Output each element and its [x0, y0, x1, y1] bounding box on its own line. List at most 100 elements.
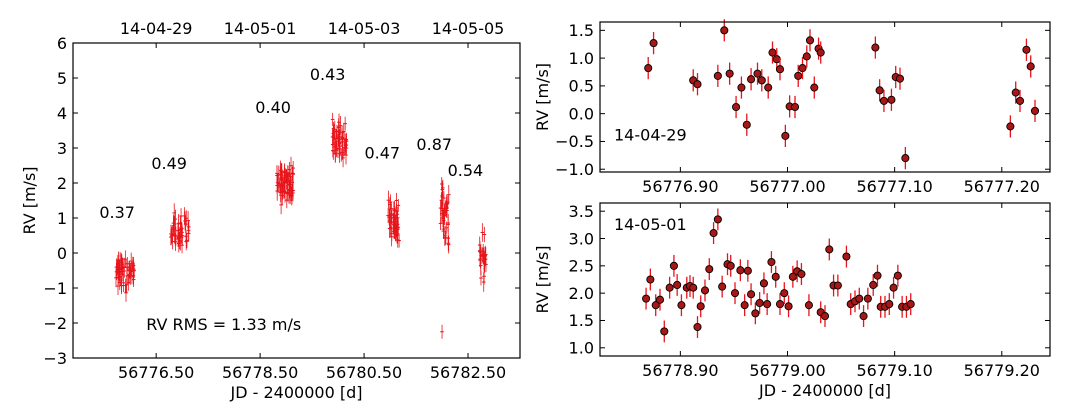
- data-point: [725, 69, 734, 78]
- y-tick-label: 3.0: [569, 229, 594, 248]
- data-point: [767, 257, 776, 267]
- bottom-right-rv-panel: 56778.90 56779.00 56779.10 56779.20 1.0 1.5 2.…: [533, 202, 1051, 400]
- night-rms-label: 0.37: [99, 203, 135, 222]
- data-point: [810, 83, 819, 92]
- top-right-rv-panel: 56776.90 56777.00 56777.10 56777.20 −1.0 −0.5…: [533, 19, 1051, 196]
- data-point: [753, 69, 762, 78]
- data-point: [689, 283, 698, 292]
- data-point: [764, 83, 773, 92]
- data-point: [713, 215, 722, 224]
- data-point: [755, 298, 764, 308]
- data-point: [1015, 96, 1025, 105]
- data-point: [863, 294, 872, 303]
- data-point: [794, 71, 803, 80]
- data-point: [759, 279, 768, 288]
- data-point: [788, 272, 797, 281]
- y-tick-label: 1.5: [569, 21, 594, 40]
- y-tick-label: 1.0: [569, 49, 594, 68]
- data-point: [871, 43, 880, 52]
- data-point: [743, 266, 752, 275]
- data-point: [1006, 122, 1015, 131]
- x-axis-label: JD - 2400000 [d]: [758, 381, 891, 400]
- night-rms-label: 0.40: [255, 98, 291, 117]
- top-date-label: 14-05-01: [224, 19, 297, 38]
- data-point: [895, 74, 905, 83]
- y-tick-label: 2.0: [569, 284, 594, 303]
- top-date-label: 14-05-03: [328, 19, 401, 38]
- data-point: [677, 301, 686, 310]
- x-tick-label: 56782.50: [430, 363, 506, 382]
- data-point: [798, 64, 807, 73]
- data-point: [1011, 88, 1020, 97]
- data-point: [726, 261, 735, 270]
- y-tick-label: −2: [43, 314, 67, 333]
- data-point: [730, 289, 740, 298]
- data-point: [642, 294, 651, 303]
- y-tick-label: 1.0: [569, 339, 594, 358]
- data-point: [693, 80, 702, 89]
- data-point: [820, 312, 830, 321]
- x-axis-label: JD - 2400000 [d]: [230, 383, 363, 402]
- data-point: [771, 272, 780, 281]
- y-tick-label: 0: [57, 244, 67, 263]
- data-point: [869, 280, 878, 290]
- data-point: [660, 327, 669, 336]
- data-point: [855, 294, 864, 303]
- y-tick-label: 3.5: [569, 202, 594, 221]
- x-tick-label: 56780.50: [326, 363, 402, 382]
- data-point: [885, 300, 894, 309]
- y-tick-label: −0.5: [555, 132, 594, 151]
- data-point: [889, 283, 898, 292]
- data-point: [705, 265, 714, 274]
- data-point: [775, 65, 785, 74]
- y-tick-label: 2.5: [569, 257, 594, 276]
- y-tick-label: 1.5: [569, 311, 594, 330]
- data-point: [772, 55, 781, 64]
- data-point: [775, 300, 785, 309]
- night-date-label: 14-05-01: [614, 215, 687, 234]
- data-point: [644, 64, 653, 73]
- y-axis-label: RV [m/s]: [533, 63, 552, 131]
- data-point: [757, 76, 766, 85]
- data-point: [780, 289, 789, 298]
- y-axis-label: RV [m/s]: [533, 245, 552, 313]
- data-point: [693, 322, 702, 332]
- data-point: [751, 309, 760, 318]
- rms-annotation: RV RMS = 1.33 m/s: [146, 315, 301, 334]
- data-point: [718, 282, 727, 291]
- data-point: [720, 26, 729, 35]
- y-tick-label: 0.0: [569, 104, 594, 123]
- data-point: [784, 302, 793, 311]
- x-tick-label: 56776.90: [642, 177, 718, 196]
- data-point: [742, 120, 751, 129]
- x-tick-label: 56778.50: [222, 363, 298, 382]
- data-point: [673, 280, 682, 290]
- data-point: [732, 102, 741, 112]
- data-point: [804, 301, 813, 310]
- y-tick-label: 4: [57, 104, 67, 123]
- data-point: [1022, 45, 1031, 54]
- data-point: [790, 102, 800, 112]
- data-point: [763, 300, 772, 309]
- night-rms-label: 0.54: [448, 161, 484, 180]
- y-tick-label: −3: [43, 349, 67, 368]
- data-point: [696, 302, 705, 311]
- data-point: [797, 269, 806, 279]
- y-tick-label: 3: [57, 139, 67, 158]
- data-point: [879, 96, 888, 105]
- data-point: [669, 261, 678, 270]
- x-tick-label: 56777.20: [964, 177, 1040, 196]
- y-tick-label: 6: [57, 34, 67, 53]
- plot-frame: [599, 21, 1051, 173]
- night-rms-label: 0.43: [310, 65, 346, 84]
- y-tick-label: 1: [57, 209, 67, 228]
- night-rms-label: 0.49: [151, 154, 187, 173]
- data-point: [901, 154, 910, 163]
- data-point: [740, 301, 749, 310]
- night-rms-label: 0.47: [364, 144, 400, 163]
- y-tick-label: −1: [43, 279, 67, 298]
- data-point: [781, 131, 790, 140]
- x-tick-label: 56777.10: [856, 177, 932, 196]
- data-point: [713, 71, 722, 80]
